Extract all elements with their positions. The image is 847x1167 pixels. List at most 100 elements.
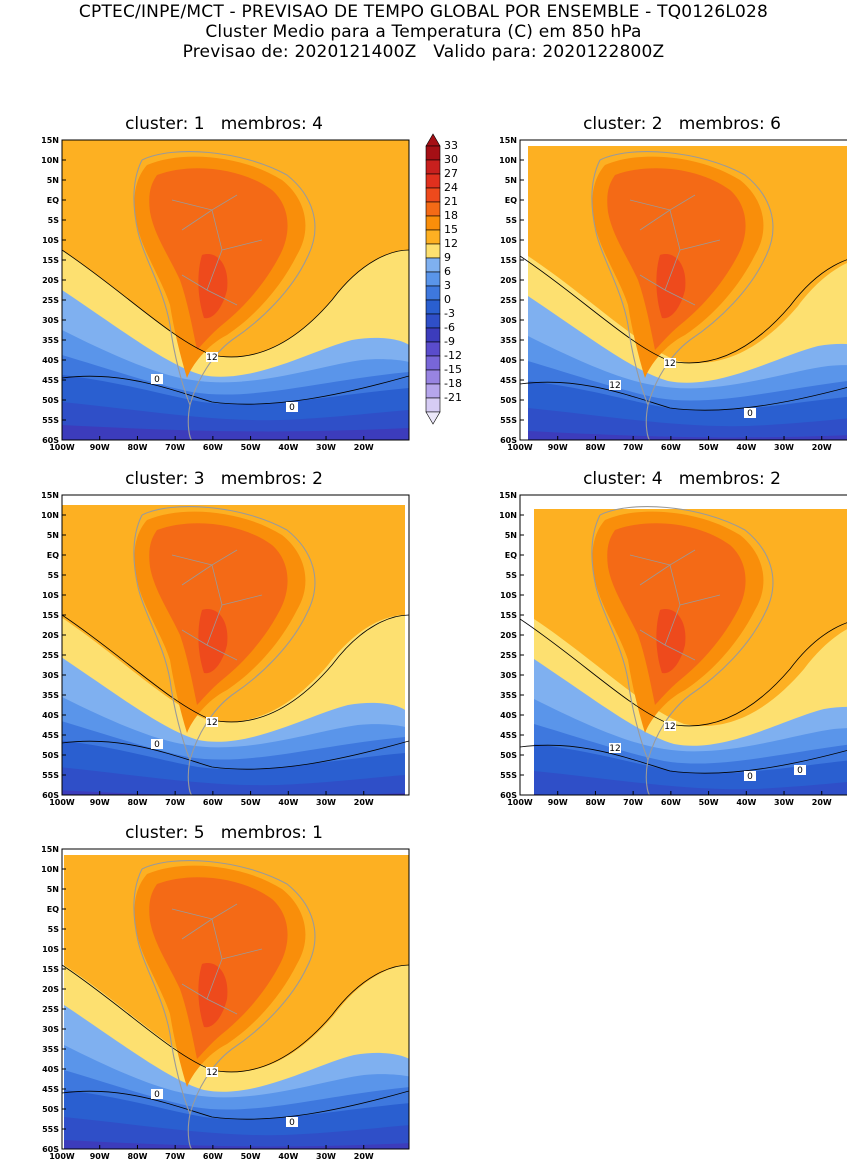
lon-tick-label: 70W [623,443,643,452]
lat-tick-label: 5S [506,216,518,225]
lat-tick-label: 35S [42,691,59,700]
lon-tick-label: 80W [585,443,605,452]
lat-tick-label: 10S [42,236,59,245]
lat-tick-label: 60S [42,436,59,445]
lat-tick-label: 45S [500,731,517,740]
contour-line-0 [62,740,409,770]
lat-tick-label: 35S [500,691,517,700]
lat-tick-label: 30S [500,316,517,325]
lat-tick-label: 35S [42,336,59,345]
lat-tick-label: 45S [42,376,59,385]
contour-label: 12 [609,744,620,754]
lon-tick-label: 90W [548,798,568,807]
colorbar-swatch [425,159,441,175]
lat-tick-label: 5S [48,571,60,580]
lat-tick-label: 35S [42,1045,59,1054]
contour-label: 0 [154,740,160,750]
lon-tick-label: 20W [354,798,374,807]
temperature-band [534,794,555,795]
lon-tick-label: 50W [241,798,261,807]
colorbar-swatch [425,229,441,245]
lat-tick-label: 20S [500,276,517,285]
lat-tick-label: EQ [47,551,59,560]
temperature-band [528,431,847,440]
contour-line-12 [62,964,409,1073]
colorbar-label: -15 [444,363,462,376]
temperature-band [656,254,686,319]
lat-tick-label: 30S [42,671,59,680]
lat-tick-label: 5S [48,216,60,225]
contour-line-12 [520,618,847,727]
lat-tick-label: 10N [41,156,59,165]
color-legend: 33 30 27 24 21 18 15 12 9 6 3 0 -3 -6 -9 -12 -15 -18 -21 [420,132,480,448]
lon-tick-label: 60W [661,443,681,452]
colorbar-swatch [425,369,441,385]
colorbar-label: 6 [444,265,451,278]
colorbar-min-arrow [425,411,441,425]
lon-tick-label: 50W [699,798,719,807]
colorbar-swatch [425,257,441,273]
lat-tick-label: EQ [505,551,517,560]
lat-tick-label: 20S [42,985,59,994]
contour-label: 12 [206,353,217,363]
lat-tick-label: 50S [500,396,517,405]
colorbar-swatch [425,145,441,161]
contour-label: 12 [664,722,675,732]
lon-tick-label: 20W [354,443,374,452]
lat-tick-label: 40S [500,711,517,720]
lat-tick-label: 5N [47,531,59,540]
lat-tick-label: 25S [42,296,59,305]
lat-tick-label: 55S [42,771,59,780]
contour-label: 0 [797,766,803,776]
lon-tick-label: 90W [90,443,110,452]
header-line-1: CPTEC/INPE/MCT - PREVISAO DE TEMPO GLOBA… [78,2,769,22]
lat-tick-label: 15S [42,965,59,974]
lon-tick-label: 70W [623,798,643,807]
lat-tick-label: 40S [500,356,517,365]
temperature-band [64,1140,409,1149]
lat-tick-label: 45S [500,376,517,385]
colorbar-swatch [425,341,441,357]
lat-tick-label: 55S [42,1125,59,1134]
lat-tick-label: EQ [505,196,517,205]
lon-tick-label: 100W [49,443,75,452]
lat-tick-label: 10N [41,511,59,520]
colorbar-swatch [425,397,441,413]
lat-tick-label: 10N [499,156,517,165]
colorbar-swatch [425,299,441,315]
contour-label: 12 [664,359,675,369]
map-svg: 12 0 0 15N 10N 5N EQ 5S 10S 15S 20S 25S 30S 35S 40S 45S… [41,136,410,452]
lat-tick-label: 5N [505,531,517,540]
contour-label: 0 [154,375,160,385]
temperature-band [64,1117,409,1149]
lon-tick-label: 30W [774,443,794,452]
contour-line-12 [62,249,409,358]
lat-tick-label: 60S [500,791,517,800]
lon-tick-label: 50W [241,443,261,452]
lon-tick-label: 70W [165,798,185,807]
lat-tick-label: 10S [42,945,59,954]
lat-tick-label: 10S [500,591,517,600]
lat-tick-label: 15N [499,136,517,145]
temperature-band [62,767,405,795]
colorbar-label: 12 [444,237,458,250]
lat-tick-label: 5S [48,925,60,934]
contour-label: 0 [289,1118,295,1128]
contour-line-0 [62,375,409,405]
contour-label: 0 [289,403,295,413]
lat-tick-label: 40S [42,356,59,365]
colorbar-label: -12 [444,349,462,362]
colorbar-label: 18 [444,209,458,222]
lat-tick-label: 10S [42,591,59,600]
lon-tick-label: 40W [736,798,756,807]
lon-tick-label: 40W [278,798,298,807]
coastline [133,506,316,795]
temperature-band [198,609,228,674]
lon-tick-label: 40W [736,443,756,452]
contour-label: 0 [747,772,753,782]
contour-label: 12 [206,1068,217,1078]
lat-tick-label: 40S [42,711,59,720]
lat-tick-label: 20S [42,631,59,640]
temperature-band [534,771,847,795]
